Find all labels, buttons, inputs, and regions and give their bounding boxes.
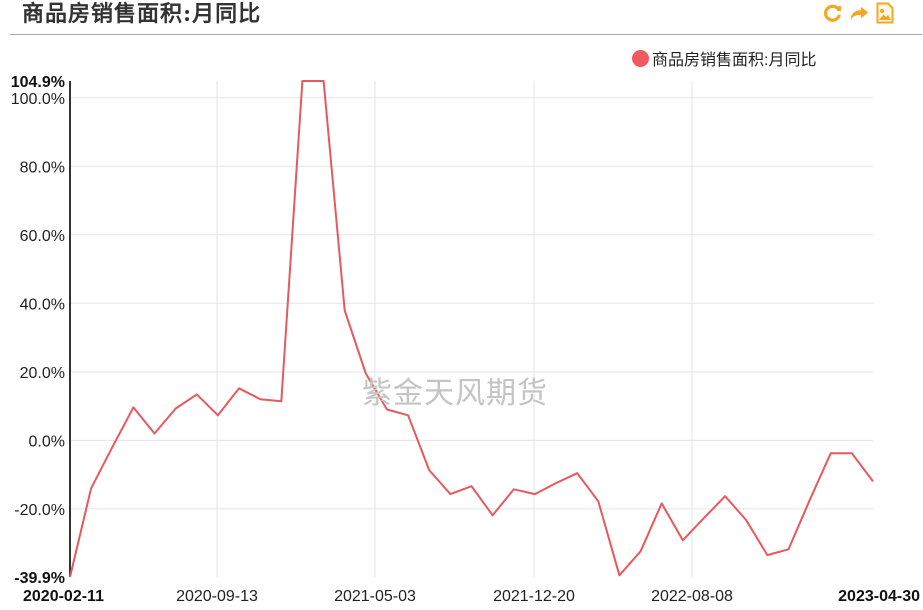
x-tick-label: 2021-12-20 — [493, 588, 575, 605]
series-line[interactable] — [69, 80, 874, 578]
chart-toolbar — [823, 2, 895, 24]
share-icon[interactable] — [849, 3, 869, 23]
watermark: 紫金天风期货 — [362, 376, 548, 411]
y-tick-label: 60.0% — [20, 228, 65, 245]
legend-item[interactable]: 商品房销售面积:月同比 — [632, 46, 816, 70]
y-tick-label: 80.0% — [20, 159, 65, 176]
legend-marker-icon — [632, 49, 649, 67]
x-tick-label: 2023-04-30 — [838, 588, 920, 605]
y-tick-label: 104.9% — [11, 74, 65, 91]
x-tick-label: 2020-02-11 — [23, 588, 104, 605]
x-tick-label: 2020-09-13 — [176, 588, 258, 605]
y-tick-label: 100.0% — [11, 91, 65, 108]
y-tick-label: 0.0% — [29, 433, 65, 450]
x-tick-label: 2022-08-08 — [651, 588, 733, 605]
chart-title: 商品房销售面积:月同比 — [22, 1, 262, 27]
y-tick-label: -39.9% — [14, 570, 65, 587]
x-tick-label: 2021-05-03 — [334, 588, 416, 605]
save-image-icon[interactable] — [875, 2, 895, 24]
y-tick-label: 20.0% — [20, 365, 65, 382]
refresh-icon[interactable] — [823, 3, 843, 23]
y-tick-label: -20.0% — [14, 502, 65, 519]
y-tick-label: 40.0% — [20, 296, 65, 313]
header-divider — [10, 34, 922, 35]
chart-header: 商品房销售面积:月同比 — [0, 0, 923, 36]
legend-label: 商品房销售面积:月同比 — [652, 52, 817, 69]
